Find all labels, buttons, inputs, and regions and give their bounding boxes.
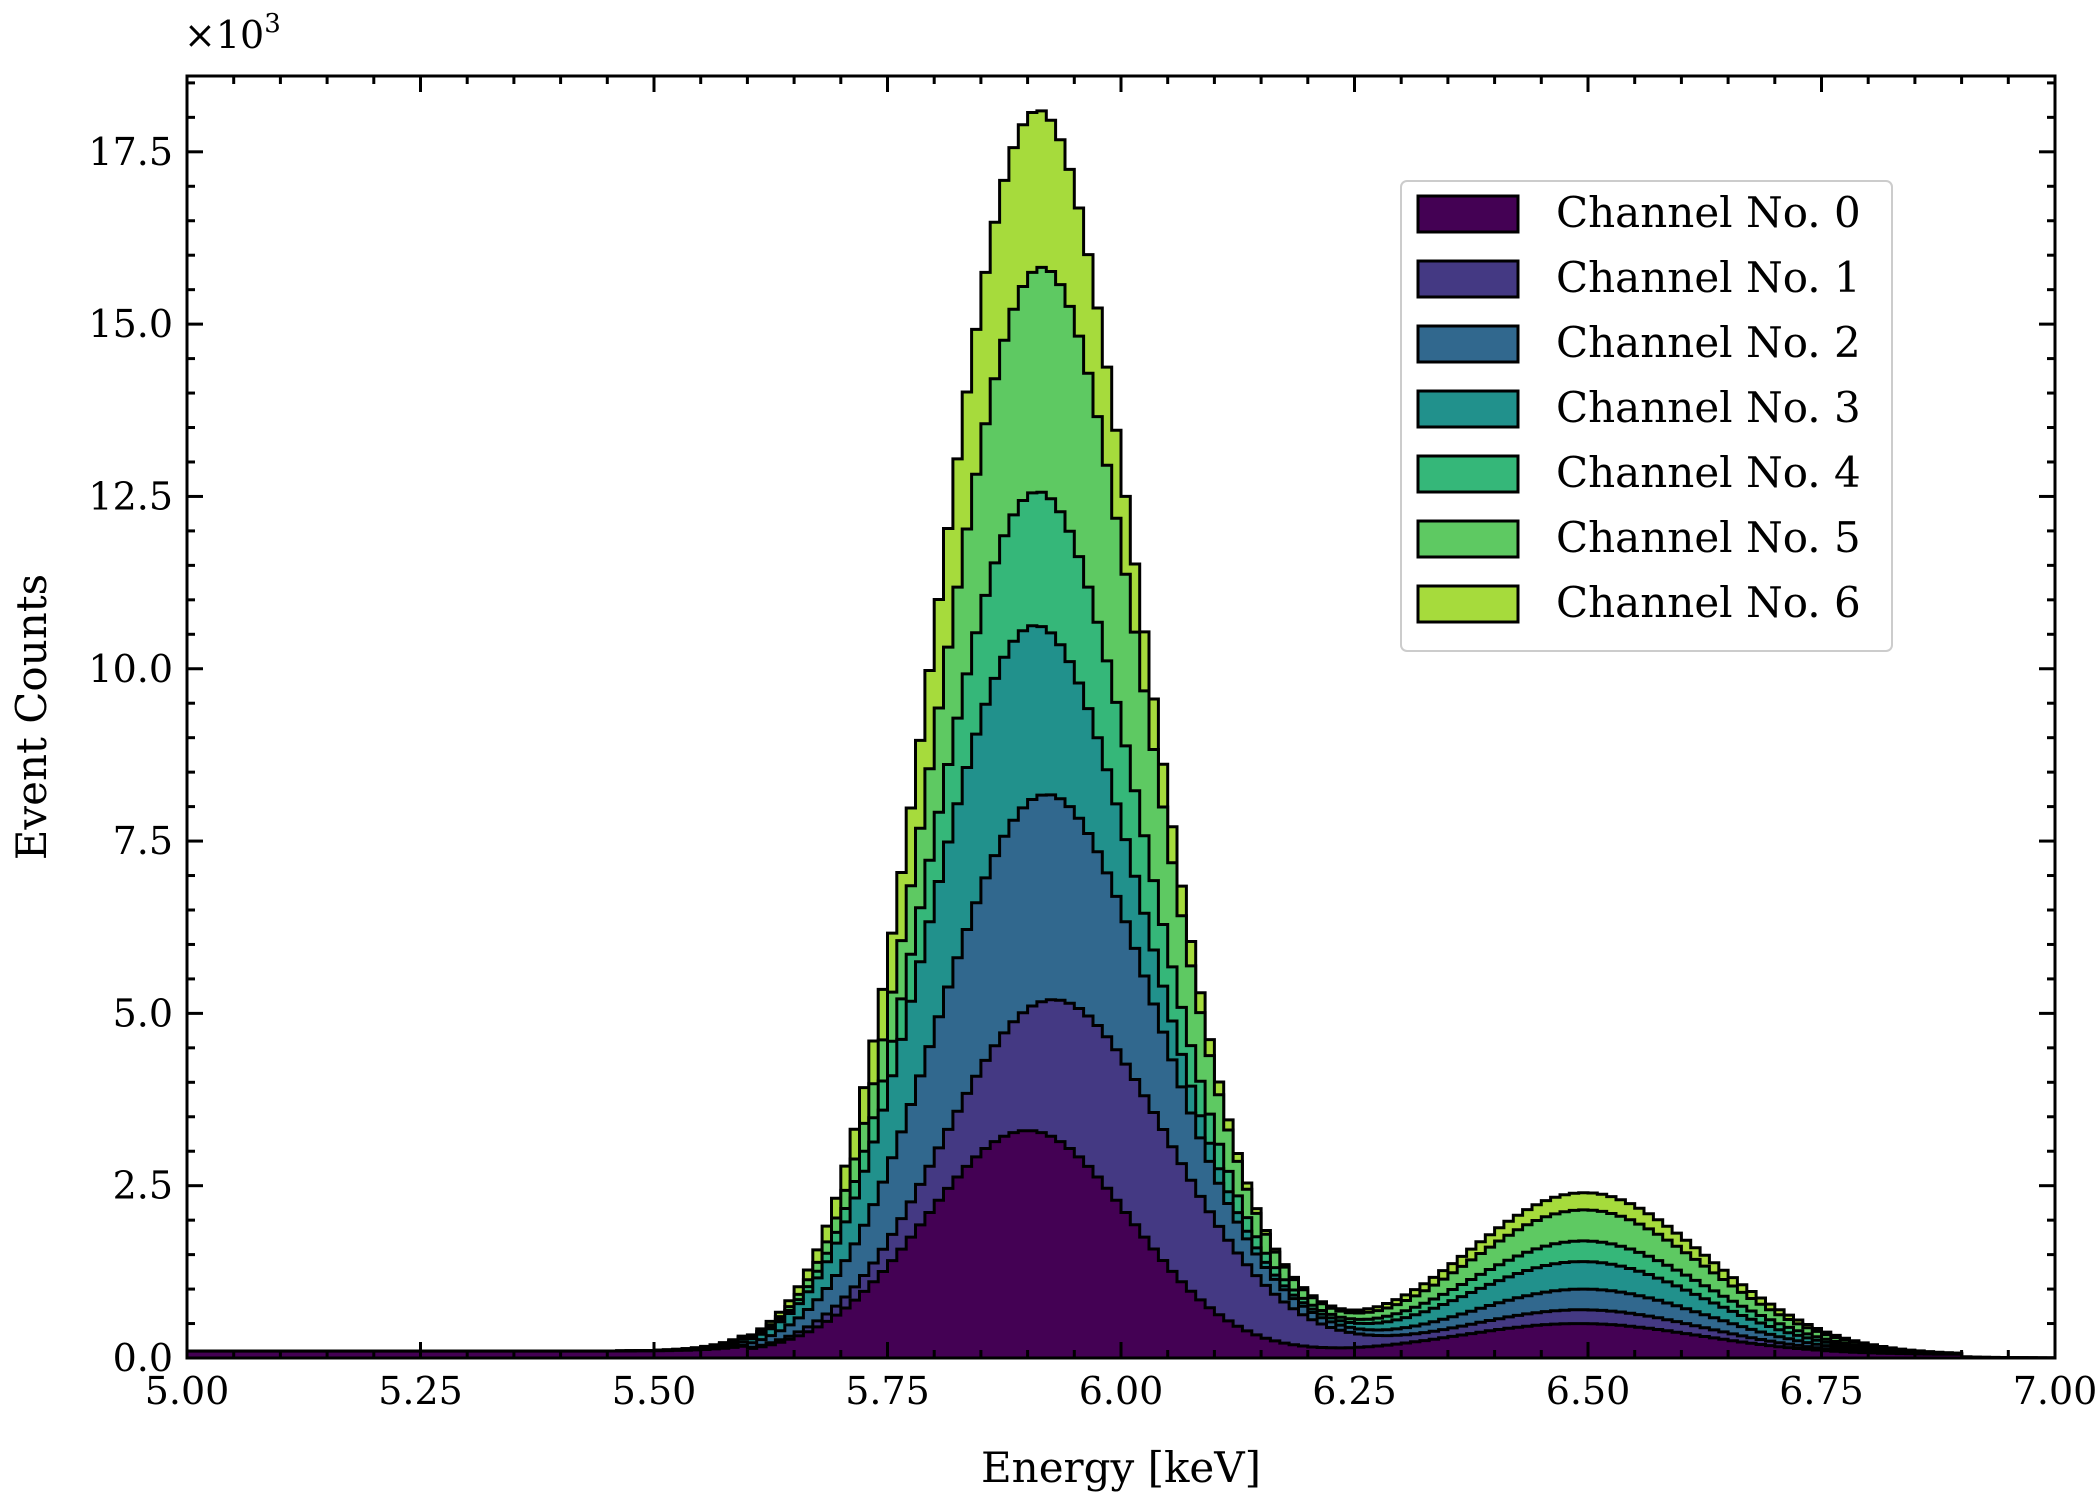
- plot-frame: [185, 74, 2057, 1360]
- y-tick-label: 15.0: [88, 302, 173, 346]
- y-tick-label: 10.0: [88, 647, 173, 691]
- legend-swatch-channel-5: [1416, 519, 1520, 559]
- histogram-series-layer: [185, 109, 2057, 1360]
- x-tick-label: 5.00: [145, 1369, 230, 1413]
- y-tick-label: 7.5: [113, 819, 173, 863]
- legend-swatch-channel-2: [1416, 324, 1520, 364]
- legend-label-channel-1: Channel No. 1: [1556, 253, 1861, 302]
- legend-label-channel-5: Channel No. 5: [1556, 513, 1861, 562]
- x-tick-label: 5.25: [378, 1369, 463, 1413]
- legend-label-channel-4: Channel No. 4: [1556, 448, 1861, 497]
- y-tick-label: 2.5: [113, 1164, 173, 1208]
- legend-swatch-channel-0: [1416, 194, 1520, 234]
- x-axis-label: Energy [keV]: [981, 1443, 1261, 1492]
- y-tick-label: 17.5: [88, 130, 173, 174]
- x-tick-label: 6.50: [1546, 1369, 1631, 1413]
- axis-labels-layer: 5.00 5.25 5.50 5.75 6.00 6.25 6.50 6.75 7.00 0.0 2…: [88, 130, 2097, 1413]
- legend: Channel No. 0 Channel No. 1 Channel No. 2 C…: [1400, 180, 1893, 652]
- y-axis-label: Event Counts: [7, 574, 56, 860]
- legend-label-channel-6: Channel No. 6: [1556, 578, 1861, 627]
- legend-swatch-channel-3: [1416, 389, 1520, 429]
- legend-frame: [1400, 180, 1893, 652]
- y-tick-label: 5.0: [113, 991, 173, 1035]
- legend-swatch-channel-4: [1416, 454, 1520, 494]
- legend-swatch-channel-6: [1416, 584, 1520, 624]
- x-tick-label: 5.75: [845, 1369, 930, 1413]
- legend-label-channel-3: Channel No. 3: [1556, 383, 1861, 432]
- legend-swatch-channel-1: [1416, 259, 1520, 299]
- x-tick-label: 6.00: [1079, 1369, 1164, 1413]
- x-tick-label: 5.50: [612, 1369, 697, 1413]
- series-area-channel-0: [185, 1129, 2055, 1360]
- x-tick-label: 7.00: [2013, 1369, 2098, 1413]
- x-tick-label: 6.75: [1779, 1369, 1864, 1413]
- y-axis-multiplier: ×103: [184, 9, 281, 57]
- legend-label-channel-2: Channel No. 2: [1556, 318, 1861, 367]
- x-tick-label: 6.25: [1312, 1369, 1397, 1413]
- y-tick-label: 0.0: [113, 1336, 173, 1380]
- legend-label-channel-0: Channel No. 0: [1556, 188, 1861, 237]
- y-tick-label: 12.5: [88, 474, 173, 518]
